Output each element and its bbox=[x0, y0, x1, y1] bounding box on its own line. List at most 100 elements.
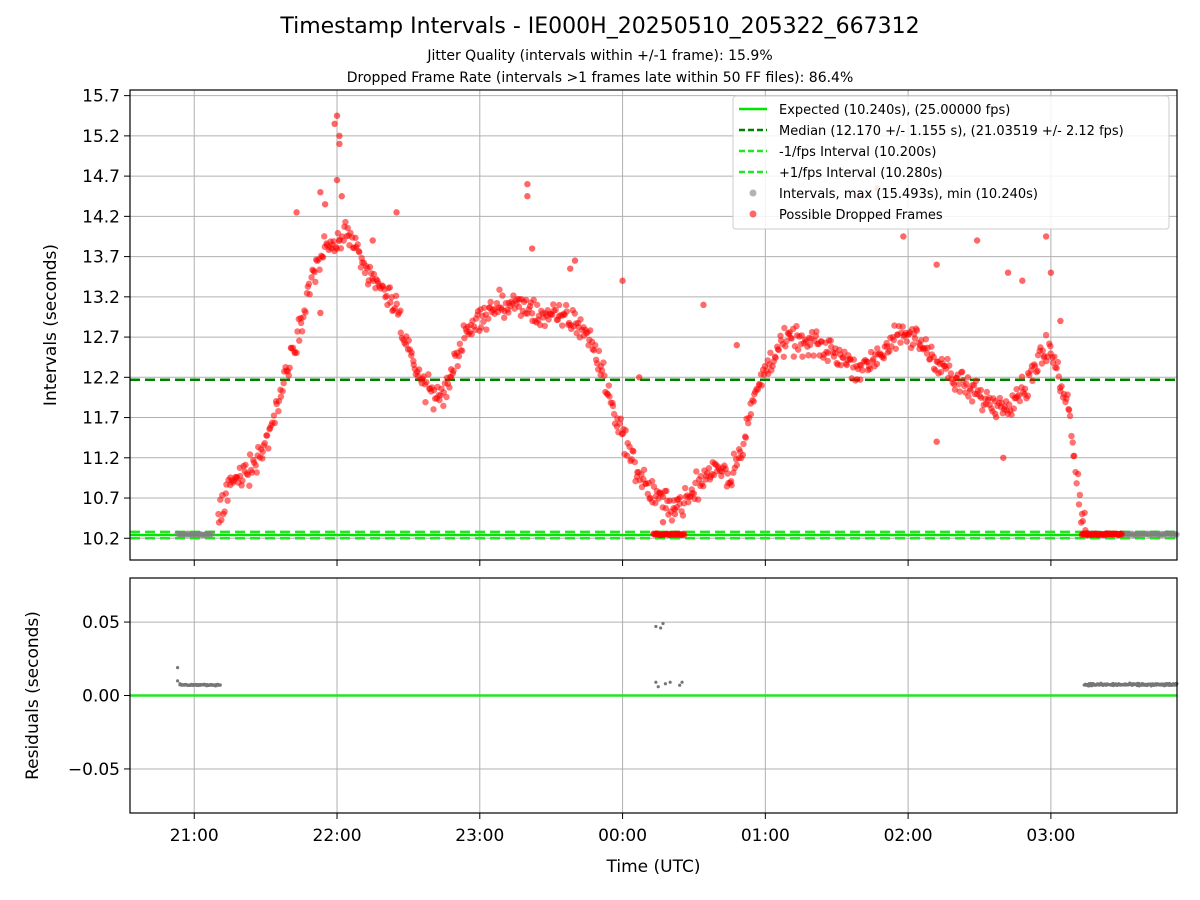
residual-point bbox=[680, 680, 684, 684]
dropped-frame-point bbox=[259, 455, 266, 462]
dropped-frame-point bbox=[215, 510, 222, 518]
bottom-y-axis-label: Residuals (seconds) bbox=[23, 611, 43, 780]
dropped-frame-point bbox=[336, 132, 343, 140]
dropped-frame-point bbox=[595, 347, 603, 355]
dropped-frame-point bbox=[685, 498, 692, 506]
dropped-frame-point bbox=[567, 265, 574, 272]
dropped-frame-point bbox=[697, 472, 705, 480]
dropped-frame-point bbox=[528, 245, 536, 252]
dropped-frame-point bbox=[733, 341, 740, 349]
dropped-frame-point bbox=[1065, 406, 1073, 414]
dropped-frame-point bbox=[909, 341, 917, 348]
dropped-frame-point bbox=[386, 284, 394, 291]
dropped-frame-point bbox=[806, 341, 814, 349]
dropped-frame-point bbox=[947, 370, 955, 377]
dropped-frame-point bbox=[659, 493, 667, 501]
y-tick-label: −0.05 bbox=[68, 760, 120, 780]
dropped-frame-point bbox=[369, 237, 376, 244]
dropped-frame-point bbox=[772, 354, 779, 361]
dropped-frame-point bbox=[775, 346, 783, 354]
y-tick-label: 10.7 bbox=[82, 489, 120, 509]
dropped-frame-point bbox=[1034, 367, 1041, 375]
dropped-frame-point bbox=[422, 398, 429, 406]
dropped-frame-point bbox=[1026, 371, 1033, 379]
dropped-frame-point bbox=[330, 238, 337, 245]
chart-subtitle-jitter: Jitter Quality (intervals within +/-1 fr… bbox=[427, 48, 773, 64]
chart-title: Timestamp Intervals - IE000H_20250510_20… bbox=[280, 14, 920, 39]
residual-point bbox=[175, 679, 180, 683]
dropped-frame-point bbox=[945, 362, 953, 369]
x-tick-label: 01:00 bbox=[741, 826, 790, 846]
dropped-frame-point bbox=[750, 398, 757, 405]
dropped-frame-point bbox=[1047, 269, 1055, 276]
dropped-frame-point bbox=[1118, 531, 1125, 538]
dropped-frame-point bbox=[305, 280, 313, 288]
dropped-frame-point bbox=[297, 319, 305, 327]
dropped-frame-point bbox=[700, 482, 707, 490]
residual-point bbox=[659, 626, 663, 630]
dropped-frame-point bbox=[972, 377, 980, 385]
residual-point bbox=[654, 624, 658, 629]
dropped-frame-point bbox=[679, 512, 687, 519]
dropped-frame-point bbox=[298, 328, 306, 335]
dropped-frame-point bbox=[930, 353, 937, 361]
dropped-frame-point bbox=[780, 353, 787, 360]
dropped-frame-point bbox=[308, 274, 315, 281]
dropped-frame-point bbox=[955, 381, 962, 388]
dropped-frame-point bbox=[337, 245, 345, 252]
dropped-frame-point bbox=[296, 337, 303, 344]
dropped-frame-point bbox=[979, 407, 986, 414]
dropped-frame-point bbox=[967, 387, 974, 394]
dropped-frame-point bbox=[530, 296, 537, 304]
dropped-frame-point bbox=[552, 306, 559, 314]
dropped-frame-point bbox=[446, 384, 453, 391]
dropped-frame-point bbox=[333, 112, 341, 119]
dropped-frame-point bbox=[630, 448, 637, 455]
dropped-frame-point bbox=[344, 224, 351, 232]
dropped-frame-point bbox=[1047, 343, 1054, 350]
dropped-frame-point bbox=[425, 371, 432, 378]
x-tick-label: 03:00 bbox=[1026, 826, 1075, 846]
dropped-frame-point bbox=[782, 343, 789, 350]
dropped-frame-point bbox=[944, 355, 951, 363]
dropped-frame-point bbox=[609, 402, 617, 410]
dropped-frame-point bbox=[468, 330, 475, 338]
dropped-frame-point bbox=[480, 318, 487, 325]
x-tick-label: 02:00 bbox=[884, 826, 933, 846]
dropped-frame-point bbox=[874, 345, 881, 352]
dropped-frame-point bbox=[897, 339, 904, 346]
dropped-frame-point bbox=[275, 407, 282, 415]
dropped-frame-point bbox=[733, 461, 741, 469]
dropped-frame-point bbox=[937, 368, 945, 376]
top-y-axis-label: Intervals (seconds) bbox=[41, 244, 61, 406]
dropped-frame-point bbox=[631, 458, 639, 466]
interval-point bbox=[208, 530, 216, 537]
dropped-frame-point bbox=[1066, 412, 1074, 420]
dropped-frame-point bbox=[668, 517, 676, 524]
dropped-frame-point bbox=[965, 393, 972, 400]
residual-point bbox=[668, 680, 672, 684]
dropped-frame-point bbox=[700, 301, 707, 309]
dropped-frame-point bbox=[500, 314, 508, 321]
dropped-frame-point bbox=[663, 487, 670, 495]
dropped-frame-point bbox=[481, 304, 488, 311]
dropped-frame-point bbox=[769, 362, 776, 370]
x-tick-label: 23:00 bbox=[455, 826, 504, 846]
dropped-frame-point bbox=[600, 359, 607, 366]
dropped-frame-point bbox=[1055, 373, 1063, 380]
dropped-frame-point bbox=[730, 450, 738, 457]
dropped-frame-point bbox=[536, 321, 544, 329]
dropped-frame-point bbox=[890, 336, 897, 344]
dropped-frame-point bbox=[1042, 233, 1050, 240]
dropped-frame-point bbox=[555, 301, 563, 309]
dropped-frame-point bbox=[728, 481, 735, 489]
dropped-frame-point bbox=[246, 482, 253, 489]
dropped-frame-point bbox=[420, 373, 427, 380]
dropped-frame-point bbox=[693, 468, 700, 475]
dropped-frame-point bbox=[221, 508, 228, 515]
dropped-frame-point bbox=[510, 292, 517, 299]
dropped-frame-point bbox=[705, 465, 713, 472]
dropped-frame-point bbox=[622, 427, 629, 434]
